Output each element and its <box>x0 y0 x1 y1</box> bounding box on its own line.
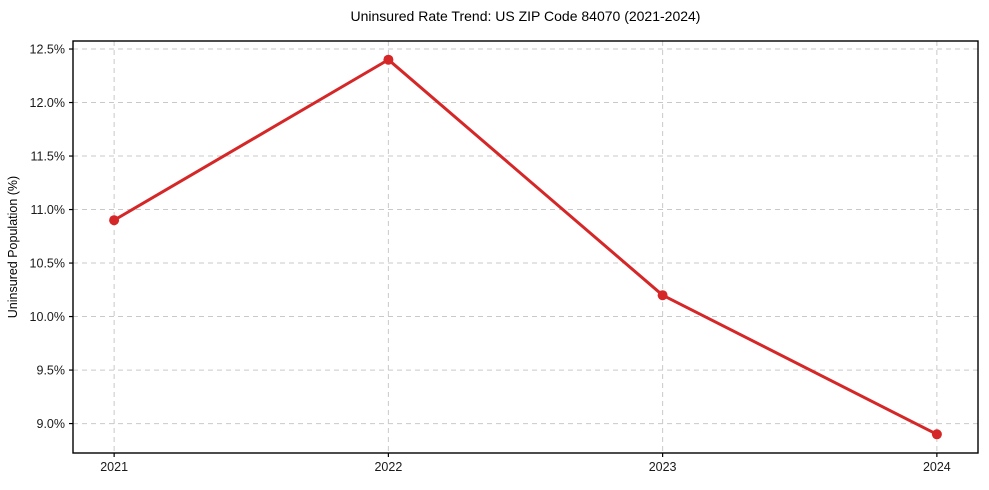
y-tick-label: 11.0% <box>30 203 65 217</box>
y-tick-label: 10.5% <box>30 256 65 270</box>
chart-title: Uninsured Rate Trend: US ZIP Code 84070 … <box>350 8 701 24</box>
y-tick-label: 12.5% <box>30 42 65 56</box>
data-point-marker <box>657 290 668 301</box>
data-point-marker <box>109 215 120 226</box>
x-tick-label: 2021 <box>100 460 128 474</box>
x-tick-label: 2022 <box>374 460 402 474</box>
x-tick-label: 2023 <box>649 460 677 474</box>
plot-frame <box>72 40 979 454</box>
y-tick-label: 10.0% <box>30 310 65 324</box>
y-tick-label: 9.0% <box>37 417 66 431</box>
y-tick-label: 9.5% <box>37 363 66 377</box>
trend-line <box>112 58 939 436</box>
data-point-marker <box>383 54 394 65</box>
x-tick-label: 2024 <box>923 460 951 474</box>
y-tick-label: 11.5% <box>30 149 65 163</box>
y-tick-label: 12.0% <box>30 96 65 110</box>
data-point-marker <box>931 429 942 440</box>
